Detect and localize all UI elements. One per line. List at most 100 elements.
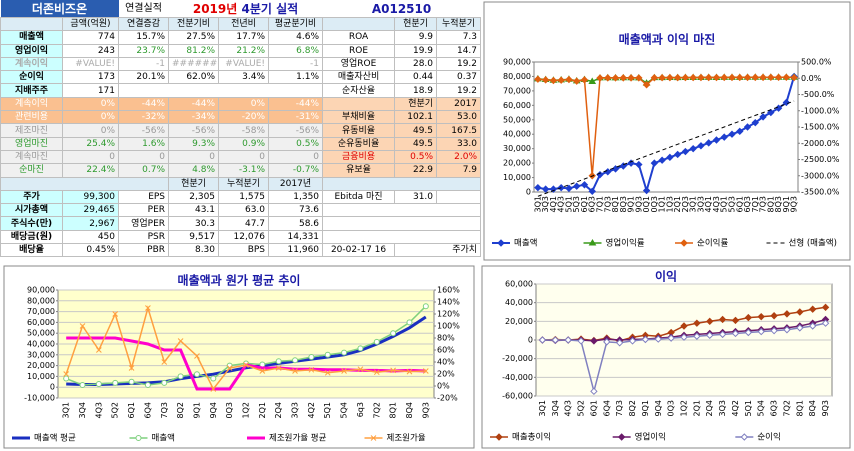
table-cell: -1 — [268, 56, 324, 72]
x-tick-label: 5Q3 — [728, 196, 737, 212]
marker — [177, 338, 184, 344]
marker — [697, 73, 705, 82]
y2-tick-label: 120% — [437, 310, 460, 319]
marker — [770, 326, 778, 335]
table-cell: 47.7 — [218, 216, 270, 231]
table-cell: 순마진 — [0, 163, 63, 178]
y-tick-label: 50,000 — [503, 115, 531, 124]
marker — [357, 345, 364, 352]
x-tick-label: 8Q1 — [795, 400, 804, 416]
x-tick-label: 8Q2 — [176, 402, 185, 418]
table-row: 순마진 22.4% 0.7% 4.8% -3.1% -0.7% 유보율 22.9 7.9 — [0, 163, 482, 178]
table-cell: ROE — [322, 43, 396, 58]
marker — [770, 312, 778, 320]
marker — [751, 118, 760, 127]
marker — [757, 327, 765, 336]
x-tick-label: 9Q1 — [641, 400, 650, 416]
table-cell: 81.2% — [168, 43, 220, 58]
y-tick-label: 60,000 — [27, 318, 55, 327]
marker — [324, 351, 331, 358]
table-cell: -20% — [218, 110, 270, 125]
y-tick-label: 60,000 — [503, 101, 531, 110]
x-tick-label: 9Q1 — [782, 196, 791, 212]
table-cell: 53.0 — [436, 110, 482, 125]
x-tick-label: 4Q2 — [307, 402, 316, 418]
marker — [541, 185, 550, 193]
marker — [373, 369, 380, 376]
table-cell: 31.0 — [394, 189, 438, 205]
marker — [767, 108, 775, 117]
marker — [226, 365, 233, 371]
series-line — [537, 76, 795, 176]
marker — [681, 147, 690, 156]
x-tick-label: 7Q3 — [615, 400, 624, 416]
marker — [808, 305, 817, 313]
table-row: 현분기 누적분기 2017년 — [0, 176, 482, 191]
marker — [666, 73, 674, 82]
table-cell: 매출액 — [0, 30, 63, 45]
stock-code: A012510 — [371, 1, 432, 16]
table-cell: 0.5% — [268, 136, 324, 151]
table-cell: 순이익 — [0, 70, 63, 85]
table-cell: 14,331 — [268, 229, 324, 245]
table-cell: -0.7% — [268, 163, 324, 178]
period-cell: 2019년 4분기 실적 — [169, 0, 323, 18]
table-cell: #VALUE! — [61, 56, 120, 72]
y-tick-label: 0 — [526, 188, 531, 197]
marker — [712, 136, 721, 144]
table-cell: 7.3 — [436, 30, 482, 45]
table-cell: 0% — [61, 110, 120, 125]
table-cell: 171 — [61, 83, 120, 98]
x-tick-label: 9Q3 — [421, 402, 430, 418]
table-cell: -56% — [168, 123, 220, 138]
period: 4분기 실적 — [241, 1, 299, 16]
marker — [580, 76, 589, 84]
marker — [292, 368, 298, 374]
y-tick-label: -10,000 — [24, 394, 55, 403]
table-cell: 2.0% — [436, 149, 482, 165]
marker — [596, 74, 604, 82]
table-cell: 450 — [61, 229, 120, 245]
x-tick-label: 8Q2 — [628, 400, 637, 416]
x-tick-label: 7Q1 — [596, 196, 605, 212]
table-cell — [0, 176, 170, 191]
legend-label: 매출액 평균 — [34, 433, 76, 444]
table-cell: 18.9 — [394, 83, 438, 98]
marker — [628, 337, 637, 345]
marker — [604, 74, 612, 82]
marker — [712, 73, 721, 82]
marker — [704, 73, 713, 82]
chart-title: 매출액과 이익 마진 — [619, 32, 716, 47]
marker — [619, 74, 628, 82]
marker — [210, 375, 217, 382]
marker — [693, 332, 701, 340]
x-tick-label: 6q3 — [356, 402, 365, 417]
x-tick-label: 6Q4 — [602, 400, 611, 416]
x-tick-label: 7Q3 — [759, 196, 768, 212]
table-cell: 0 — [61, 149, 120, 165]
table-cell — [322, 216, 482, 231]
x-tick-label: 8Q1 — [766, 196, 775, 212]
table-cell: 22.4% — [61, 163, 120, 178]
x-tick-label: 9Q1 — [192, 402, 201, 418]
table-cell: -31% — [268, 110, 324, 125]
company-name: 더존비즈온 — [0, 0, 119, 18]
table-row: 관련비용 0% -32% -34% -20% -31% 부채비율 102.1 53.0 — [0, 110, 482, 125]
table-cell: 243 — [61, 43, 120, 58]
y-tick-label: 70,000 — [27, 307, 55, 316]
marker — [259, 368, 266, 374]
table-cell: -44% — [168, 96, 220, 112]
table-cell: 774 — [61, 30, 120, 45]
marker — [534, 183, 542, 192]
marker — [706, 331, 714, 340]
x-tick-label: 5Q1 — [720, 196, 729, 212]
plot-area — [533, 61, 799, 193]
marker — [681, 73, 690, 82]
y-tick-label: 80,000 — [27, 296, 55, 305]
x-tick-label: 8Q4 — [405, 402, 414, 418]
x-tick-label: 8Q3 — [774, 196, 783, 212]
x-tick-label: 3Q4 — [78, 402, 87, 418]
table-cell: 배당율 — [0, 243, 63, 258]
marker — [635, 160, 643, 169]
table-cell: 49.5 — [394, 136, 438, 151]
